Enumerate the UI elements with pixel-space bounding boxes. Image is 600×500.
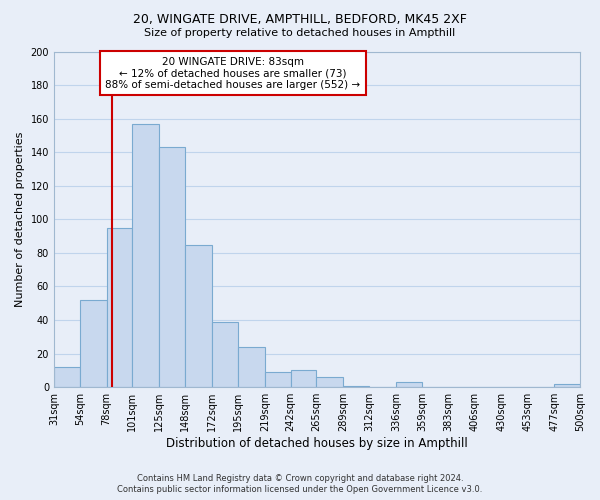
Bar xyxy=(212,322,238,387)
Bar xyxy=(185,244,212,387)
Bar xyxy=(238,347,265,387)
Bar xyxy=(160,147,185,387)
Text: Size of property relative to detached houses in Ampthill: Size of property relative to detached ho… xyxy=(145,28,455,38)
Bar xyxy=(316,377,343,387)
Bar xyxy=(133,124,160,387)
Text: 20 WINGATE DRIVE: 83sqm
← 12% of detached houses are smaller (73)
88% of semi-de: 20 WINGATE DRIVE: 83sqm ← 12% of detache… xyxy=(105,56,361,90)
Text: Contains HM Land Registry data © Crown copyright and database right 2024.
Contai: Contains HM Land Registry data © Crown c… xyxy=(118,474,482,494)
X-axis label: Distribution of detached houses by size in Ampthill: Distribution of detached houses by size … xyxy=(166,437,468,450)
Bar xyxy=(554,384,580,387)
Bar xyxy=(265,372,290,387)
Bar xyxy=(343,386,369,387)
Bar xyxy=(107,228,133,387)
Text: 20, WINGATE DRIVE, AMPTHILL, BEDFORD, MK45 2XF: 20, WINGATE DRIVE, AMPTHILL, BEDFORD, MK… xyxy=(133,12,467,26)
Bar xyxy=(396,382,422,387)
Y-axis label: Number of detached properties: Number of detached properties xyxy=(15,132,25,307)
Bar xyxy=(80,300,107,387)
Bar xyxy=(54,367,80,387)
Bar xyxy=(290,370,316,387)
